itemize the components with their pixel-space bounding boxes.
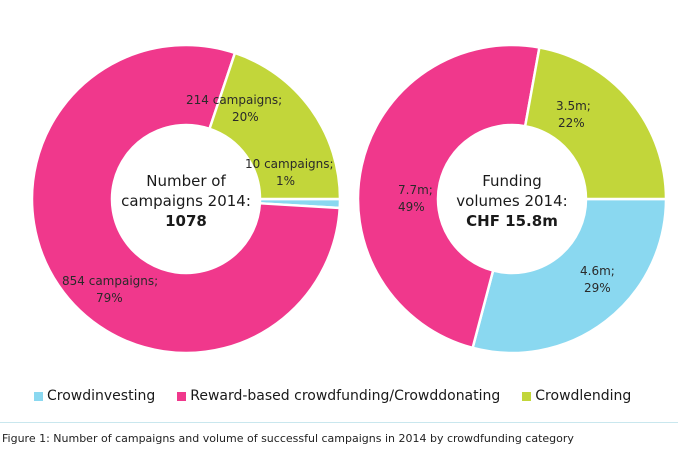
- divider: [0, 422, 678, 423]
- center-title-line2: campaigns 2014:: [121, 192, 251, 210]
- slice-label-crowdinvesting-line1: 4.6m;: [580, 264, 615, 278]
- slice-label-crowdinvesting-line2: 1%: [276, 174, 295, 188]
- slice-label-crowdlending-line1: 3.5m;: [556, 99, 591, 113]
- slice-reward-based: [30, 43, 341, 355]
- slice-crowdinvesting: [471, 197, 668, 355]
- slice-crowdlending: [523, 46, 668, 201]
- legend-item-reward-based: Reward-based crowdfunding/Crowddonating: [177, 388, 500, 404]
- slice-label-reward-line1: 854 campaigns;: [62, 274, 158, 288]
- legend-swatch: [177, 391, 187, 401]
- legend-swatch: [34, 391, 43, 401]
- legend-label: Crowdlending: [535, 388, 632, 404]
- legend-item-crowdinvesting: Crowdinvesting: [34, 388, 155, 404]
- slice-crowdlending: [208, 51, 342, 201]
- slice-label-reward-line2: 79%: [96, 291, 123, 305]
- center-title-line1: Number of: [146, 172, 226, 190]
- center-title-line2: volumes 2014:: [456, 192, 567, 210]
- slice-label-crowdlending-line2: 22%: [558, 116, 585, 130]
- center-value: 1078: [165, 212, 207, 230]
- donut-campaigns: 214 campaigns; 20% 10 campaigns; 1% 854 …: [30, 43, 342, 355]
- legend-label: Crowdinvesting: [47, 388, 156, 404]
- slice-label-crowdinvesting-line1: 10 campaigns;: [245, 157, 334, 171]
- slice-label-reward-line1: 7.7m;: [398, 183, 433, 197]
- legend-swatch: [522, 391, 532, 401]
- legend: Crowdinvesting Reward-based crowdfunding…: [34, 388, 653, 404]
- figure-caption: Figure 1: Number of campaigns and volume…: [2, 432, 574, 445]
- legend-label: Reward-based crowdfunding/Crowddonating: [190, 388, 501, 404]
- center-title-line1: Funding: [482, 172, 542, 190]
- slice-reward-based: [356, 43, 541, 350]
- slice-label-crowdinvesting-line2: 29%: [584, 281, 611, 295]
- center-value: CHF 15.8m: [466, 212, 558, 230]
- slice-label-reward-line2: 49%: [398, 200, 425, 214]
- legend-item-crowdlending: Crowdlending: [522, 388, 631, 404]
- donut-charts: 214 campaigns; 20% 10 campaigns; 1% 854 …: [30, 43, 668, 355]
- slice-label-crowdlending-line2: 20%: [232, 110, 259, 124]
- slice-label-crowdlending-line1: 214 campaigns;: [186, 93, 282, 107]
- donut-funding-volumes: 3.5m; 22% 4.6m; 29% 7.7m; 49% Funding vo…: [356, 43, 668, 355]
